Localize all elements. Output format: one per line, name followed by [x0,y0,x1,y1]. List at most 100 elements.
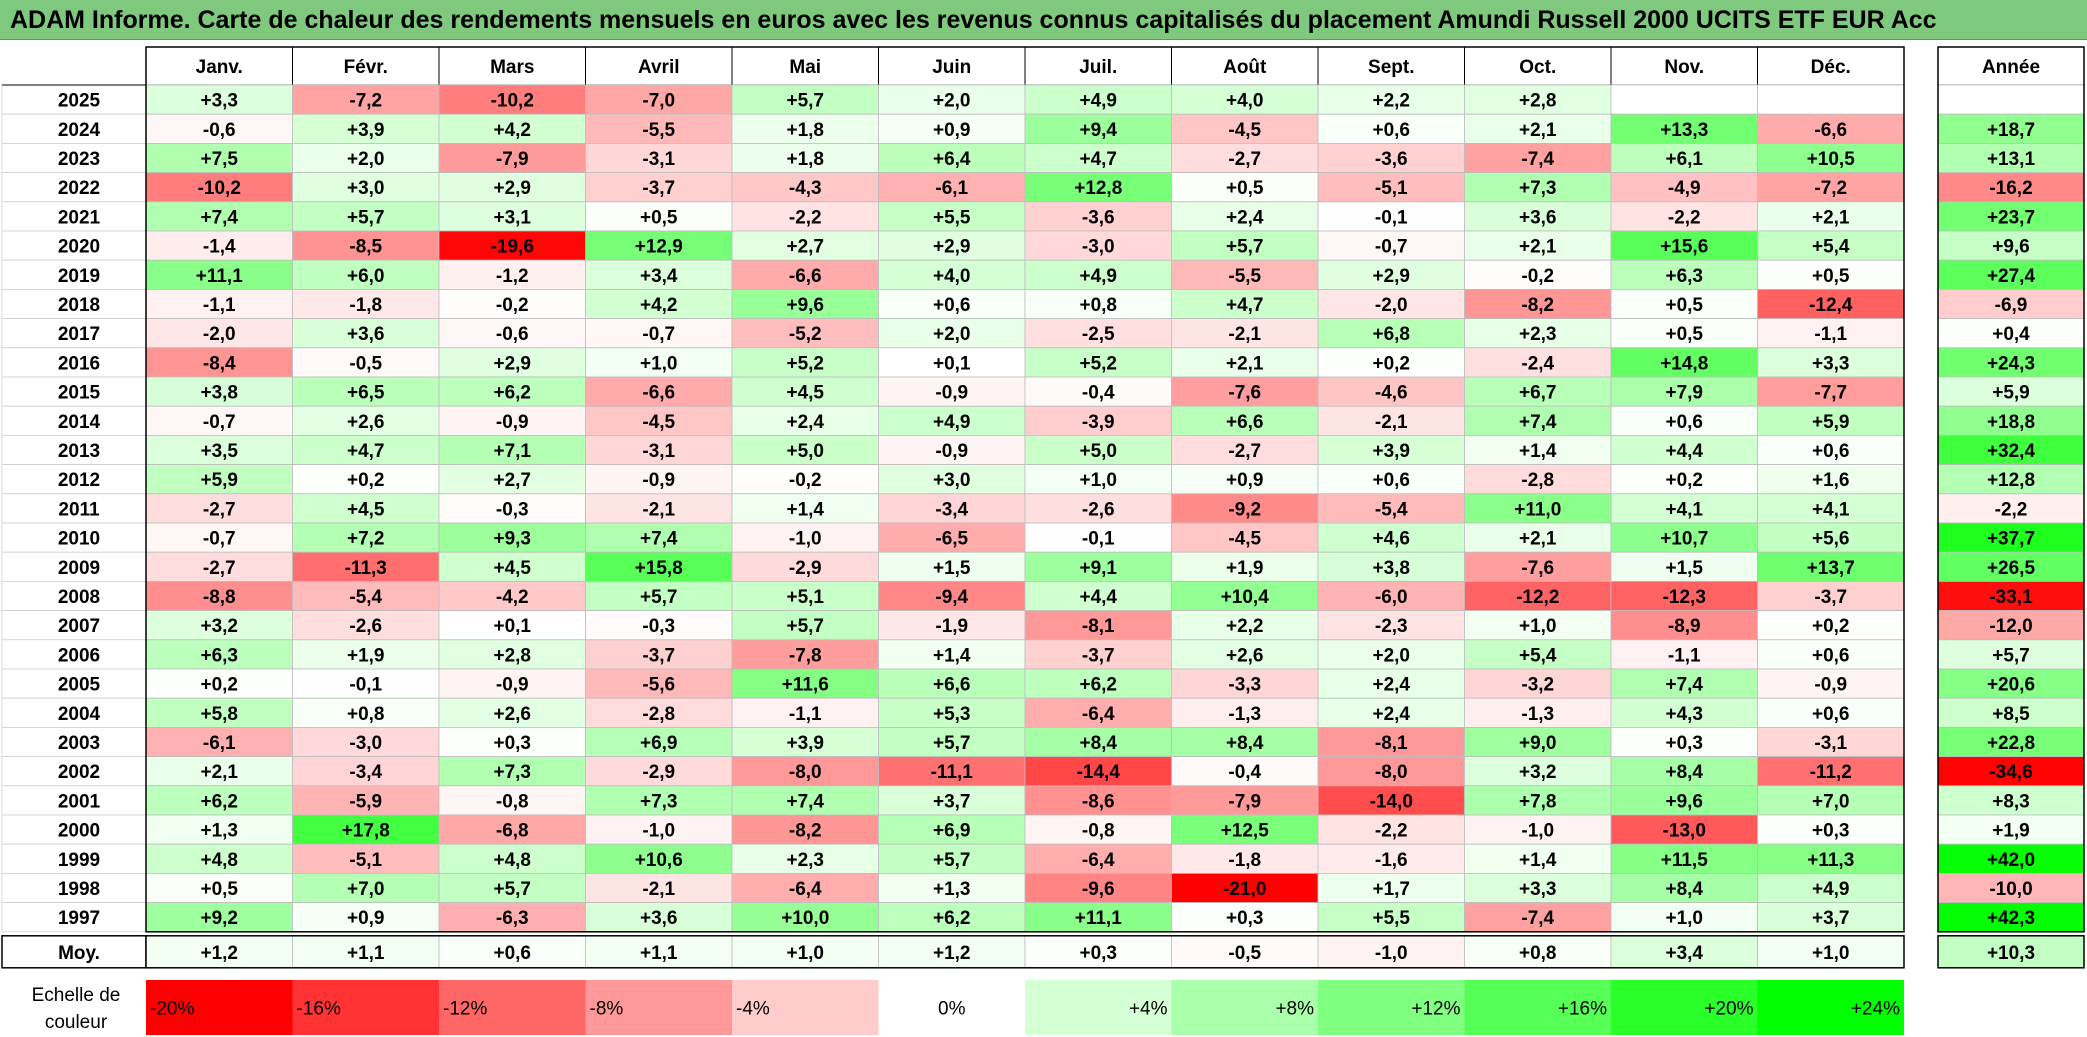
cell-value: -8,4 [203,353,236,374]
cell-value: +4,5 [493,558,531,579]
cell-value: +4,3 [1665,704,1703,725]
heatmap-cell [145,610,293,641]
month-header-cell [438,46,586,86]
cell-value: -6,6 [789,266,822,287]
annual-value: +8,5 [1992,704,2030,725]
year-label: 2020 [58,237,100,258]
year-label-cell [1,610,147,641]
average-label-cell [1,935,147,969]
cell-value: +3,6 [1519,207,1557,228]
heatmap-cell [1171,843,1319,874]
cell-value: +4,8 [493,850,531,871]
heatmap-cell [1024,756,1172,787]
cell-value: +1,8 [786,149,824,170]
heatmap-cell [1464,610,1612,641]
cell-value: +0,2 [1372,353,1410,374]
heatmap-cell [1024,113,1172,144]
heatmap-cell [1610,142,1758,173]
cell-value: +0,3 [1812,821,1850,842]
heatmap-cell [878,376,1026,407]
cell-value: -8,2 [1521,295,1554,316]
average-value: +1,0 [786,943,824,964]
year-label-cell [1,522,147,553]
cell-value: -0,9 [935,383,968,404]
annual-value: +5,9 [1992,383,2030,404]
cell-value: -5,5 [642,120,675,141]
cell-value: -3,0 [349,733,382,754]
cell-value: +5,2 [1079,353,1117,374]
cell-value: +2,7 [786,237,824,258]
cell-value: -2,9 [642,762,675,783]
title-bar: ADAM Informe. Carte de chaleur des rende… [0,0,2087,40]
cell-value: +1,4 [933,645,971,666]
cell-value: -5,5 [1228,266,1261,287]
heatmap-cell [1757,405,1905,436]
cell-value: +5,5 [933,207,971,228]
cell-value: +3,8 [1372,558,1410,579]
annual-value: -2,2 [1995,499,2028,520]
cell-value: -0,4 [1228,762,1261,783]
average-value: +0,6 [493,943,531,964]
cell-value: +3,2 [200,616,238,637]
heatmap-cell [1024,668,1172,699]
cell-value: +0,5 [1665,295,1703,316]
heatmap-cell [1024,201,1172,232]
heatmap-cell [878,785,1026,816]
cell-value: -6,5 [935,529,968,550]
cell-value: -0,5 [349,353,382,374]
cell-value: -4,2 [496,587,529,608]
cell-value: +7,3 [640,791,678,812]
annual-value: +42,0 [1987,850,2035,871]
cell-value: -3,7 [642,178,675,199]
color-scale-stop-label: +24% [1851,999,1900,1020]
cell-value: +0,2 [200,675,238,696]
cell-value: +1,0 [640,353,678,374]
heatmap-cell [292,814,440,845]
cell-value: +3,7 [933,791,971,812]
heatmap-cell [731,376,879,407]
year-label-cell [1,84,147,115]
heatmap-cell [1610,756,1758,787]
year-label: 2024 [58,120,101,141]
cell-value: +7,4 [200,207,238,228]
cell-value: +6,4 [933,149,971,170]
heatmap-cell [1464,347,1612,378]
heatmap-cell [731,902,879,933]
cell-value: -5,6 [642,675,675,696]
cell-value: +1,0 [1665,908,1703,929]
heatmap-cell [878,230,1026,261]
heatmap-cell [878,843,1026,874]
cell-value: -8,8 [203,587,236,608]
color-scale-stop-label: -12% [443,999,487,1020]
heatmap-cell [878,727,1026,758]
cell-value: -0,9 [496,412,529,433]
month-header-cell [878,46,1026,86]
heatmap-cell [1610,551,1758,582]
heatmap-cell [438,201,586,232]
cell-value: -2,3 [1375,616,1408,637]
heatmap-cell [1317,697,1465,728]
year-label: 1998 [58,879,100,900]
heatmap-cell [1024,551,1172,582]
cell-value: +7,0 [347,879,385,900]
heatmap-cell [1757,376,1905,407]
average-cell [1171,935,1319,969]
heatmap-cell [1024,84,1172,115]
month-header: Mai [789,57,821,78]
annual-cell [1937,902,2085,933]
cell-value: +2,9 [493,353,531,374]
annual-value: +23,7 [1987,207,2035,228]
cell-value: +1,7 [1372,879,1410,900]
annual-cell [1937,84,2085,115]
cell-value: -4,3 [789,178,822,199]
heatmap-cell [585,727,733,758]
annual-header-cell [1937,46,2085,86]
heatmap-cell [1171,639,1319,670]
heatmap-cell [292,288,440,319]
color-scale-swatch [439,980,586,1035]
cell-value: -14,0 [1370,791,1413,812]
cell-value: -2,2 [1668,207,1701,228]
cell-value: +3,1 [493,207,531,228]
cell-value: +0,1 [493,616,531,637]
heatmap-cell [585,259,733,290]
